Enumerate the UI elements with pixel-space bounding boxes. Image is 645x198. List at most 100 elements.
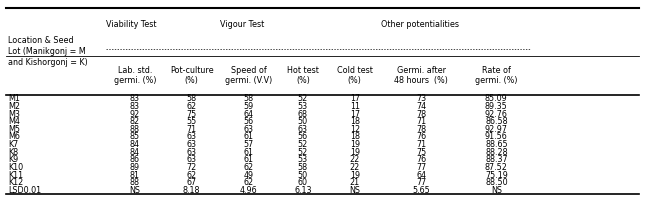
Text: 77: 77 — [416, 163, 426, 172]
Text: 19: 19 — [350, 148, 360, 157]
Text: 55: 55 — [186, 117, 197, 126]
Text: Germi. after
48 hours  (%): Germi. after 48 hours (%) — [394, 66, 448, 85]
Text: K8: K8 — [8, 148, 19, 157]
Text: 92.76: 92.76 — [485, 110, 508, 119]
Text: Lab. std.
germi. (%): Lab. std. germi. (%) — [114, 66, 156, 85]
Text: 62: 62 — [186, 102, 197, 111]
Text: M4: M4 — [8, 117, 20, 126]
Text: LSD0.01: LSD0.01 — [8, 186, 41, 195]
Text: 53: 53 — [298, 102, 308, 111]
Text: NS: NS — [349, 186, 361, 195]
Text: 8.18: 8.18 — [183, 186, 201, 195]
Text: 74: 74 — [416, 102, 426, 111]
Text: 83: 83 — [130, 94, 140, 103]
Text: 18: 18 — [350, 132, 360, 142]
Text: 50: 50 — [298, 170, 308, 180]
Text: 71: 71 — [416, 117, 426, 126]
Text: 59: 59 — [243, 102, 253, 111]
Text: 19: 19 — [350, 140, 360, 149]
Text: 88.50: 88.50 — [485, 178, 508, 187]
Text: 63: 63 — [244, 125, 253, 134]
Text: 92.97: 92.97 — [485, 125, 508, 134]
Text: 88: 88 — [130, 125, 140, 134]
Text: 91.56: 91.56 — [485, 132, 508, 142]
Text: 73: 73 — [416, 94, 426, 103]
Text: 83: 83 — [130, 102, 140, 111]
Text: 67: 67 — [186, 178, 197, 187]
Text: 62: 62 — [186, 170, 197, 180]
Text: Cold test
(%): Cold test (%) — [337, 66, 373, 85]
Text: Hot test
(%): Hot test (%) — [287, 66, 319, 85]
Text: 64: 64 — [244, 110, 253, 119]
Text: K9: K9 — [8, 155, 19, 164]
Text: 88.28: 88.28 — [485, 148, 508, 157]
Text: M5: M5 — [8, 125, 21, 134]
Text: 78: 78 — [416, 125, 426, 134]
Text: 61: 61 — [244, 148, 253, 157]
Text: Pot-culture
(%): Pot-culture (%) — [170, 66, 213, 85]
Text: 68: 68 — [298, 110, 308, 119]
Text: 75: 75 — [186, 110, 197, 119]
Text: 82: 82 — [130, 117, 140, 126]
Text: Rate of
germi. (%): Rate of germi. (%) — [475, 66, 517, 85]
Text: 56: 56 — [298, 132, 308, 142]
Text: 11: 11 — [350, 102, 360, 111]
Text: K7: K7 — [8, 140, 19, 149]
Text: Location & Seed
Lot (Manikgonj = M
and Kishorgonj = K): Location & Seed Lot (Manikgonj = M and K… — [8, 36, 88, 67]
Text: 86: 86 — [130, 155, 140, 164]
Text: 88: 88 — [130, 178, 140, 187]
Text: 18: 18 — [350, 117, 360, 126]
Text: 5.65: 5.65 — [412, 186, 430, 195]
Text: 58: 58 — [186, 94, 197, 103]
Text: M3: M3 — [8, 110, 20, 119]
Text: 53: 53 — [298, 155, 308, 164]
Text: K11: K11 — [8, 170, 23, 180]
Text: 58: 58 — [243, 94, 253, 103]
Text: 57: 57 — [243, 140, 253, 149]
Text: 75.19: 75.19 — [485, 170, 508, 180]
Text: 17: 17 — [350, 110, 360, 119]
Text: 72: 72 — [186, 163, 197, 172]
Text: 86.58: 86.58 — [485, 117, 508, 126]
Text: 52: 52 — [298, 94, 308, 103]
Text: 71: 71 — [416, 140, 426, 149]
Text: 88.65: 88.65 — [485, 140, 508, 149]
Text: M1: M1 — [8, 94, 20, 103]
Text: 88.37: 88.37 — [485, 155, 508, 164]
Text: K10: K10 — [8, 163, 23, 172]
Text: 62: 62 — [243, 178, 253, 187]
Text: 76: 76 — [416, 132, 426, 142]
Text: 17: 17 — [350, 94, 360, 103]
Text: 58: 58 — [298, 163, 308, 172]
Text: 75: 75 — [416, 148, 426, 157]
Text: 63: 63 — [186, 155, 197, 164]
Text: Viability Test: Viability Test — [106, 20, 157, 29]
Text: 64: 64 — [416, 170, 426, 180]
Text: M2: M2 — [8, 102, 21, 111]
Text: 84: 84 — [130, 140, 140, 149]
Text: 19: 19 — [350, 170, 360, 180]
Text: Speed of
germi. (V.V): Speed of germi. (V.V) — [225, 66, 272, 85]
Text: Other potentialities: Other potentialities — [381, 20, 459, 29]
Text: 4.96: 4.96 — [240, 186, 257, 195]
Text: 84: 84 — [130, 148, 140, 157]
Text: 61: 61 — [244, 132, 253, 142]
Text: NS: NS — [491, 186, 502, 195]
Text: 63: 63 — [186, 148, 197, 157]
Text: 50: 50 — [298, 117, 308, 126]
Text: 21: 21 — [350, 178, 360, 187]
Text: K12: K12 — [8, 178, 24, 187]
Text: 77: 77 — [416, 178, 426, 187]
Text: 56: 56 — [243, 117, 253, 126]
Text: 89.35: 89.35 — [485, 102, 508, 111]
Text: 49: 49 — [243, 170, 253, 180]
Text: 92: 92 — [130, 110, 140, 119]
Text: 85: 85 — [130, 132, 140, 142]
Text: 63: 63 — [298, 125, 308, 134]
Text: 85.09: 85.09 — [485, 94, 508, 103]
Text: M6: M6 — [8, 132, 20, 142]
Text: 22: 22 — [350, 155, 360, 164]
Text: 60: 60 — [298, 178, 308, 187]
Text: 52: 52 — [298, 148, 308, 157]
Text: 89: 89 — [130, 163, 140, 172]
